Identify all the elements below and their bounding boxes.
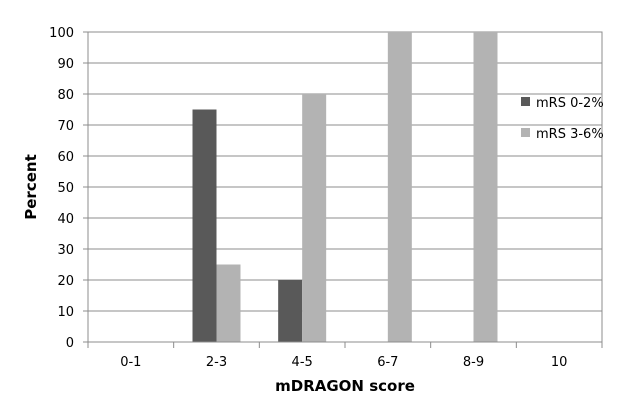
y-tick-label: 50 — [57, 181, 74, 196]
legend-label: mRS 3-6% — [536, 127, 604, 142]
x-tick-label: 2-3 — [206, 355, 227, 370]
bar-mrs-0-2-2-3 — [192, 109, 217, 342]
y-tick-label: 80 — [57, 88, 74, 103]
bars — [192, 32, 498, 342]
y-tick-label: 100 — [49, 26, 74, 41]
bar-mrs-3-6-4-5 — [302, 94, 327, 342]
y-tick-labels: 0 10 20 30 40 50 60 70 80 90 100 — [49, 26, 74, 351]
x-tick-label: 6-7 — [377, 355, 398, 370]
y-tick-label: 40 — [57, 212, 74, 227]
legend-swatch — [521, 97, 530, 106]
axes — [83, 31, 603, 348]
bar-mrs-3-6-2-3 — [216, 264, 241, 342]
y-axis-label: Percent — [22, 154, 40, 219]
x-tick-label: 8-9 — [463, 355, 484, 370]
x-axis-label: mDRAGON score — [275, 377, 415, 395]
y-tick-label: 60 — [57, 150, 74, 165]
y-tick-label: 70 — [57, 119, 74, 134]
x-tick-label: 10 — [551, 355, 568, 370]
x-tick-label: 4-5 — [292, 355, 313, 370]
legend-swatch — [521, 128, 530, 137]
y-tick-label: 30 — [57, 243, 74, 258]
gridlines — [88, 31, 602, 312]
bar-mrs-3-6-8-9 — [473, 32, 498, 342]
x-tick-labels: 0-1 2-3 4-5 6-7 8-9 10 — [120, 355, 567, 370]
bar-mrs-0-2-4-5 — [278, 280, 303, 342]
x-tick-label: 0-1 — [120, 355, 141, 370]
bar-mrs-3-6-6-7 — [387, 32, 412, 342]
legend: mRS 0-2% mRS 3-6% — [521, 96, 604, 142]
y-tick-label: 20 — [57, 274, 74, 289]
y-tick-label: 0 — [66, 336, 74, 351]
y-tick-label: 10 — [57, 305, 74, 320]
y-tick-label: 90 — [57, 57, 74, 72]
legend-label: mRS 0-2% — [536, 96, 604, 111]
